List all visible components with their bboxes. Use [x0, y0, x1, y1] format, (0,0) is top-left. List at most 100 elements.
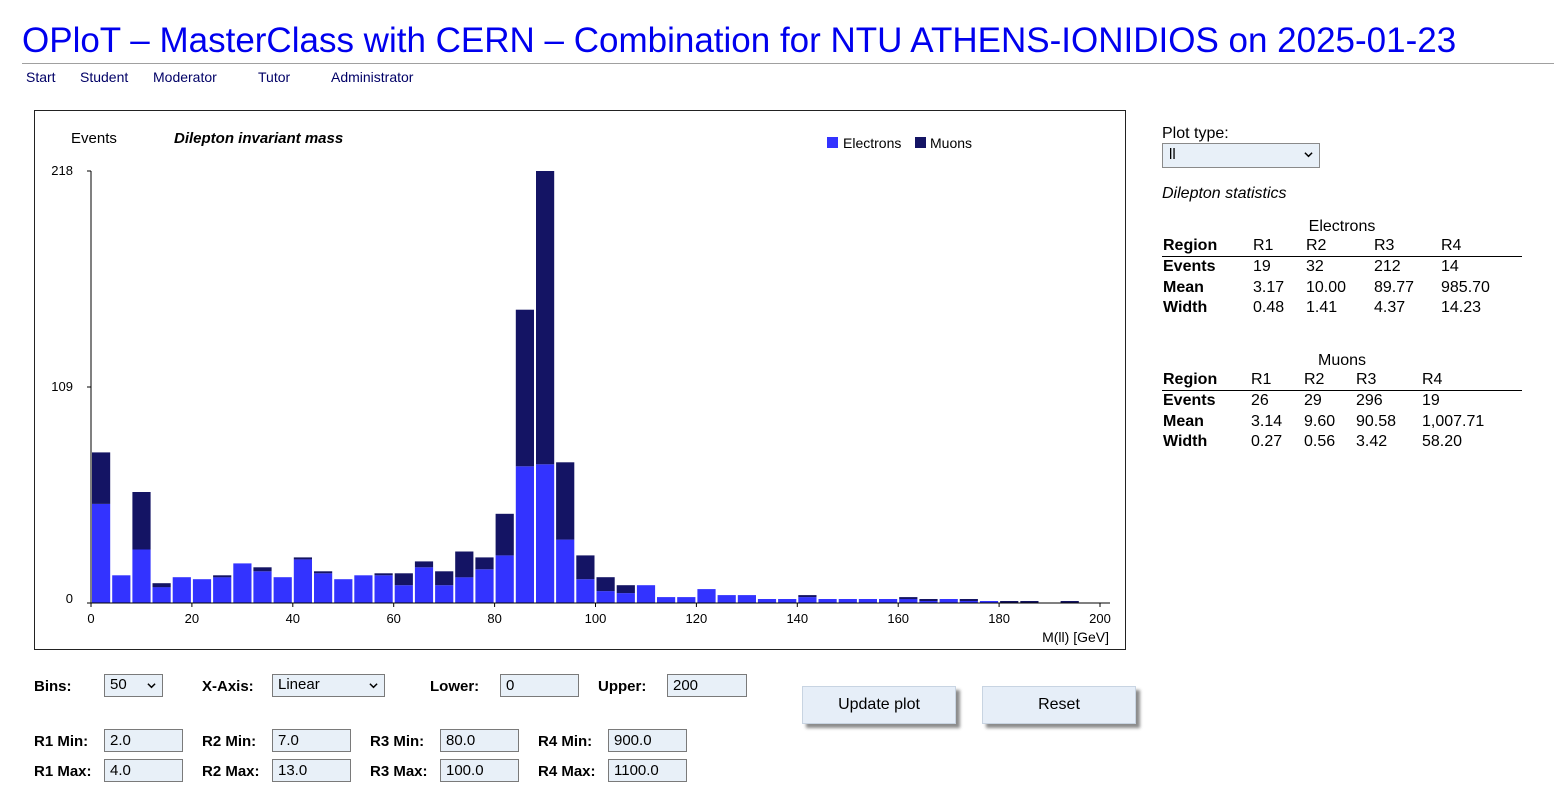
bar-muons-18 [455, 551, 474, 578]
header-r3: R3 [1356, 371, 1377, 388]
cell: 0.48 [1253, 299, 1285, 316]
bar-electrons-36 [818, 599, 837, 603]
bar-muons-26 [616, 585, 635, 594]
bar-electrons-5 [192, 579, 212, 603]
bar-muons-45 [1000, 601, 1019, 603]
cell: 89.77 [1374, 279, 1415, 296]
xaxis-value: Linear [278, 676, 320, 693]
bar-muons-15 [394, 573, 413, 586]
table-header-row: Region R1 R2 R3 R4 [1162, 237, 1522, 257]
cell: 90.58 [1356, 413, 1397, 430]
cell: 19 [1253, 258, 1271, 275]
table-header-divider [1162, 256, 1522, 257]
r1-max-input[interactable] [104, 759, 183, 782]
x-tick-label: 120 [686, 611, 708, 626]
header-r4: R4 [1441, 237, 1462, 254]
x-tick-label: 140 [786, 611, 808, 626]
cell: 212 [1374, 258, 1401, 275]
table-row: Width 0.48 1.41 4.37 14.23 [1162, 299, 1522, 319]
bar-muons-25 [596, 577, 615, 592]
bar-muons-11 [314, 571, 333, 574]
bar-electrons-20 [495, 555, 514, 603]
table-row: Mean 3.14 9.60 90.58 1,007.71 [1162, 413, 1522, 433]
histogram-svg: Events Dilepton invariant mass Electrons… [51, 130, 1111, 645]
r1-max-label: R1 Max: [34, 763, 92, 780]
bar-muons-19 [475, 557, 494, 570]
nav-moderator[interactable]: Moderator [153, 69, 217, 85]
r3-min-label: R3 Min: [370, 733, 425, 750]
row-label: Mean [1163, 413, 1204, 430]
bar-electrons-38 [858, 599, 877, 603]
r2-min-input[interactable] [272, 729, 351, 752]
nav-administrator[interactable]: Administrator [331, 69, 414, 85]
plot-type-label: Plot type: [1162, 125, 1229, 142]
cell: 985.70 [1441, 279, 1490, 296]
table-header-row: Region R1 R2 R3 R4 [1162, 371, 1522, 391]
header-r1: R1 [1253, 237, 1274, 254]
cell: 0.56 [1304, 433, 1336, 450]
nav-tutor[interactable]: Tutor [258, 69, 291, 85]
x-tick-label: 40 [286, 611, 300, 626]
r3-max-input[interactable] [440, 759, 519, 782]
row-label: Width [1163, 433, 1208, 450]
r4-max-input[interactable] [608, 759, 687, 782]
r4-min-input[interactable] [608, 729, 687, 752]
page-title: OPloT – MasterClass with CERN – Combinat… [22, 21, 1457, 60]
bar-electrons-27 [636, 585, 656, 603]
cell: 14 [1441, 258, 1459, 275]
lower-input[interactable] [500, 674, 579, 697]
y-tick-label: 0 [66, 591, 73, 606]
bar-muons-22 [536, 171, 555, 465]
bar-muons-21 [515, 309, 534, 467]
bar-muons-43 [959, 599, 978, 601]
upper-input[interactable] [667, 674, 747, 697]
bar-muons-0 [92, 452, 111, 504]
bar-muons-24 [576, 555, 595, 580]
x-tick-label: 180 [988, 611, 1010, 626]
bar-electrons-44 [979, 601, 999, 603]
r4-max-label: R4 Max: [538, 763, 596, 780]
bar-electrons-11 [314, 573, 333, 603]
r1-min-input[interactable] [104, 729, 183, 752]
bar-muons-48 [1060, 601, 1079, 603]
bar-electrons-18 [455, 577, 474, 603]
header-r3: R3 [1374, 237, 1395, 254]
bins-select[interactable]: 50 [104, 674, 163, 697]
update-plot-button[interactable]: Update plot [802, 686, 956, 724]
bar-electrons-15 [394, 585, 413, 603]
nav-student[interactable]: Student [80, 69, 129, 85]
bar-electrons-32 [737, 595, 756, 603]
bar-electrons-6 [213, 577, 232, 603]
r3-min-input[interactable] [440, 729, 519, 752]
bar-muons-2 [132, 492, 151, 550]
header-r4: R4 [1422, 371, 1443, 388]
x-axis-label: M(ll) [GeV] [1042, 629, 1109, 645]
plot-type-select[interactable]: ll [1162, 143, 1320, 168]
x-tick-label: 100 [585, 611, 607, 626]
header-region: Region [1163, 371, 1218, 388]
x-tick-label: 160 [887, 611, 909, 626]
y-tick-label: 109 [51, 379, 73, 394]
nav-start[interactable]: Start [26, 69, 56, 85]
bar-electrons-4 [172, 577, 191, 603]
legend-electrons-swatch [827, 137, 838, 148]
row-label: Events [1163, 392, 1216, 409]
electrons-caption: Electrons [1308, 218, 1376, 235]
r4-min-label: R4 Min: [538, 733, 593, 750]
bar-muons-46 [1020, 601, 1039, 603]
cell: 0.27 [1251, 433, 1283, 450]
bar-electrons-25 [596, 591, 615, 603]
bar-electrons-33 [757, 599, 777, 603]
reset-button[interactable]: Reset [982, 686, 1136, 724]
bar-electrons-21 [515, 466, 534, 603]
xaxis-select[interactable]: Linear [272, 674, 385, 697]
cell: 19 [1422, 392, 1440, 409]
chart-title: Dilepton invariant mass [174, 130, 343, 147]
row-label: Width [1163, 299, 1208, 316]
muons-caption: Muons [1317, 352, 1367, 369]
cell: 32 [1306, 258, 1324, 275]
table-row: Events 19 32 212 14 [1162, 258, 1522, 278]
r2-max-input[interactable] [272, 759, 351, 782]
cell: 14.23 [1441, 299, 1482, 316]
bar-electrons-8 [253, 571, 272, 603]
